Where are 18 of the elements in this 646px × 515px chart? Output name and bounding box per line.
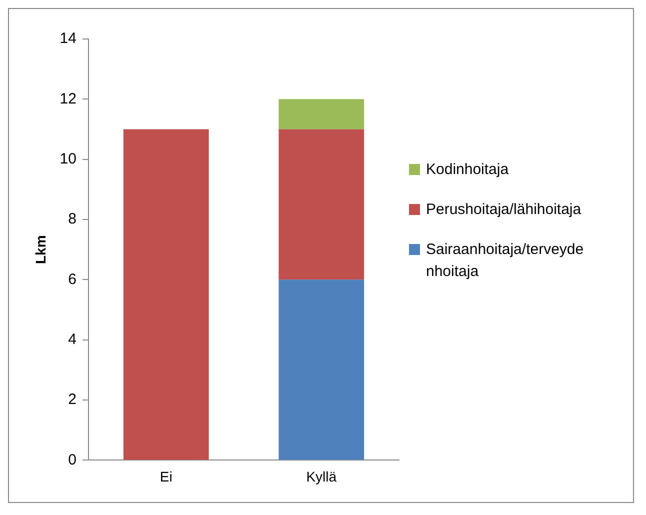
y-tick-label: 8: [68, 210, 76, 228]
bar: [278, 280, 364, 460]
bar: [278, 99, 364, 130]
y-tick-label: 10: [60, 150, 76, 168]
y-tick-label: 12: [60, 90, 76, 108]
bar: [123, 129, 209, 460]
legend-label: Sairaanhoitaja/terveydenhoitaja: [426, 240, 585, 282]
y-tick-label: 14: [60, 30, 76, 48]
y-tick-label: 2: [68, 391, 76, 408]
y-tick-label: 6: [68, 270, 76, 288]
legend-label: Kodinhoitaja: [426, 160, 510, 180]
y-tick-label: 4: [68, 331, 76, 348]
x-tick-label: Kyllä: [306, 468, 337, 484]
x-tick-label: Ei: [160, 468, 172, 484]
y-tick-label: 0: [68, 451, 76, 468]
y-axis-title: Lkm: [32, 235, 48, 264]
bar: [278, 129, 364, 280]
legend-label: Perushoitaja/lähihoitaja: [426, 200, 582, 220]
